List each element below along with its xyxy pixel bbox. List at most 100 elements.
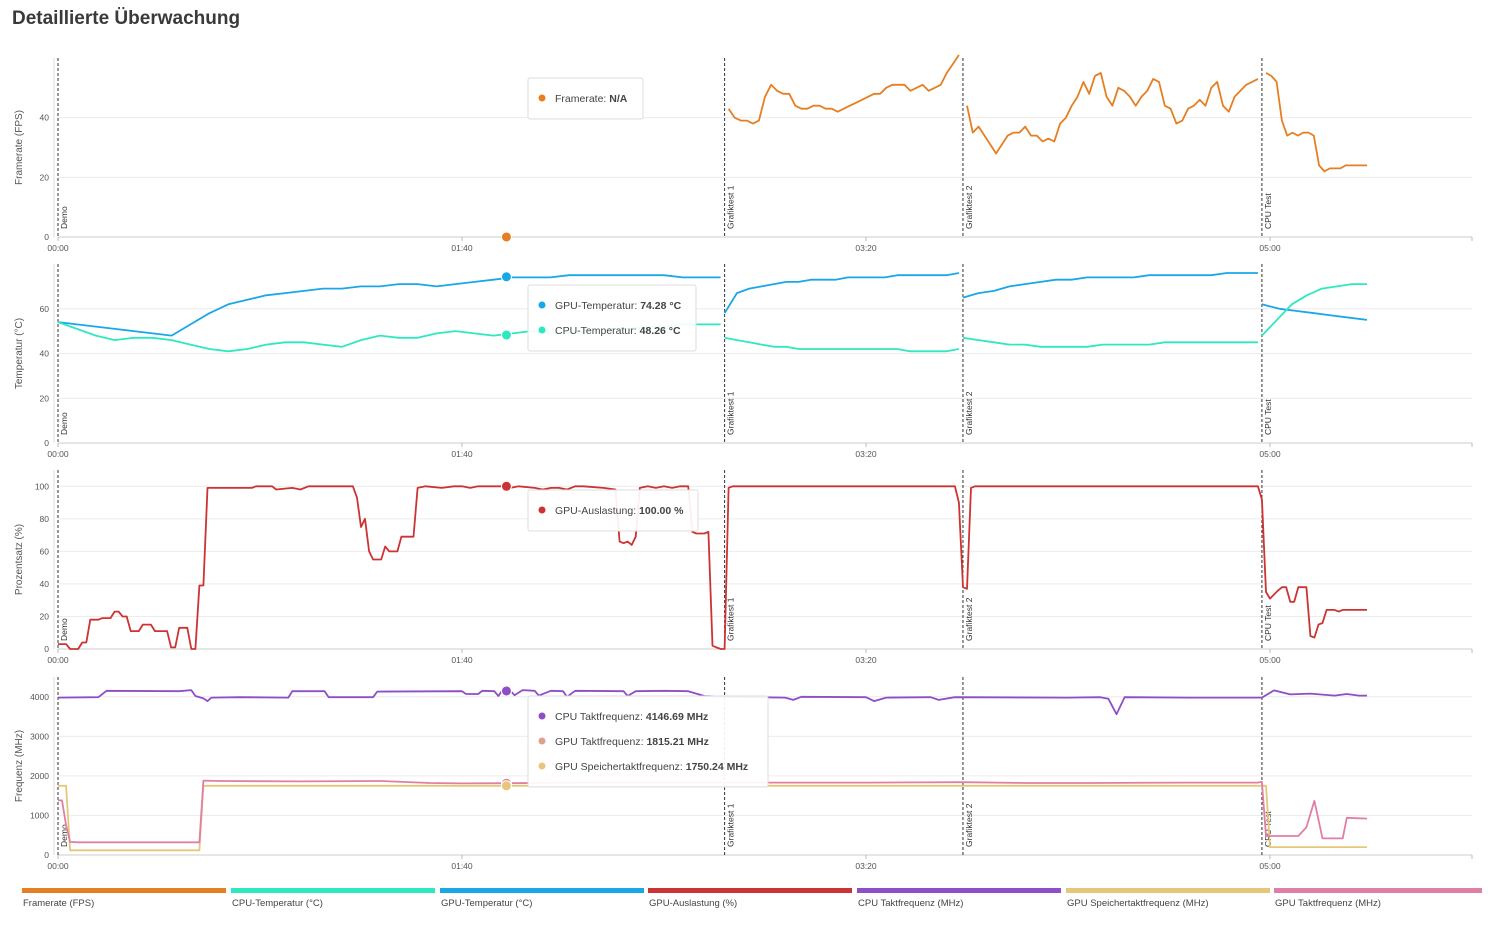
tooltip-entry-label: GPU-Auslastung: <box>555 505 639 517</box>
x-tick-label: 05:00 <box>1259 655 1281 665</box>
tooltip-box <box>527 77 644 120</box>
y-tick-label: 20 <box>40 172 50 182</box>
legend-swatch-cpu-temperature <box>231 888 435 893</box>
tooltip: CPU Taktfrequenz: 4146.69 MHz GPU Taktfre… <box>527 695 769 788</box>
y-axis-label: Temperatur (°C) <box>14 318 25 389</box>
section-marker-label: CPU Test <box>1263 399 1273 435</box>
chart-panel-1: 0 20 40 Framerate (FPS) 00:00 01:40 03:20 05:00… <box>14 54 1473 253</box>
x-tick-label: 01:40 <box>451 655 473 665</box>
hover-point[interactable] <box>500 480 512 492</box>
legend-label-gpu-temperature: GPU-Temperatur (°C) <box>441 898 533 909</box>
tooltip-entry-value: 4146.69 MHz <box>646 711 708 723</box>
hover-point[interactable] <box>500 329 512 341</box>
tooltip-entry-value: 74.28 °C <box>640 300 681 312</box>
section-marker-label: Demo <box>59 206 69 229</box>
x-tick-label: 05:00 <box>1259 243 1281 253</box>
legend-swatch-gpu-temperature <box>440 888 644 893</box>
hover-point[interactable] <box>500 231 512 243</box>
tooltip-swatch <box>538 506 546 514</box>
series-line <box>58 784 1367 852</box>
series-line <box>962 272 1258 299</box>
x-tick-label: 05:00 <box>1259 861 1281 871</box>
tooltip: GPU-Auslastung: 100.00 % <box>527 489 699 532</box>
section-marker-label: Grafiktest 1 <box>726 803 736 847</box>
section-marker-label: Grafiktest 1 <box>726 391 736 435</box>
section-marker-label: Demo <box>59 412 69 435</box>
legend-swatch-gpu-clock <box>1274 888 1482 893</box>
x-tick-label: 00:00 <box>47 449 69 459</box>
legend-swatch-framerate <box>22 888 226 893</box>
chart-panel-4: 0 1000 2000 3000 4000 Frequenz (MHz) 00:00 01:4… <box>14 677 1473 871</box>
legend-item-cpu-temperature[interactable]: CPU-Temperatur (°C) <box>231 888 436 918</box>
series-line <box>57 689 1367 716</box>
y-tick-label: 40 <box>40 349 50 359</box>
series-line <box>58 779 1368 844</box>
series-line <box>724 336 960 353</box>
tooltip-entry-value: 1750.24 MHz <box>686 761 748 773</box>
hover-point[interactable] <box>500 780 512 792</box>
y-tick-label: 20 <box>40 393 50 403</box>
series-line <box>966 72 1259 155</box>
x-tick-label: 05:00 <box>1259 449 1281 459</box>
section-marker-label: Grafiktest 2 <box>964 803 974 847</box>
legend-item-cpu-clock[interactable]: CPU Taktfrequenz (MHz) <box>857 888 1062 918</box>
legend-item-framerate[interactable]: Framerate (FPS) <box>22 888 227 918</box>
legend-label-cpu-clock: CPU Taktfrequenz (MHz) <box>858 898 964 909</box>
y-tick-label: 3000 <box>30 731 49 741</box>
y-tick-label: 0 <box>44 850 49 860</box>
y-axis-label: Prozentsatz (%) <box>14 524 25 595</box>
series-line <box>57 274 721 337</box>
tooltip: Framerate: N/A <box>527 77 644 120</box>
charts-area: 0 20 40 Framerate (FPS) 00:00 01:40 03:20 05:00… <box>14 54 1473 871</box>
section-marker-label: CPU Test <box>1263 605 1273 641</box>
tooltip-entry: Framerate: N/A <box>555 93 628 105</box>
tooltip-entry: GPU Speichertaktfrequenz: 1750.24 MHz <box>555 761 748 773</box>
y-tick-label: 20 <box>40 611 50 621</box>
tooltip-box <box>527 695 769 788</box>
series-line <box>723 272 960 314</box>
tooltip-entry-label: GPU Taktfrequenz: <box>555 736 646 748</box>
legend-item-gpu-clock[interactable]: GPU Taktfrequenz (MHz) <box>1274 888 1482 918</box>
series-gpu-auslastung <box>58 485 1367 650</box>
chart-panel-3: 0 20 40 60 80 100 Prozentsatz (%) 00:00 01:40 03:… <box>14 470 1473 665</box>
y-tick-label: 0 <box>44 438 49 448</box>
series-line <box>727 54 960 125</box>
legend-swatch-gpu-memory-clock <box>1066 888 1270 893</box>
legend-item-gpu-memory-clock[interactable]: GPU Speichertaktfrequenz (MHz) <box>1066 888 1271 918</box>
legend-item-gpu-temperature[interactable]: GPU-Temperatur (°C) <box>440 888 645 918</box>
tooltip-entry: GPU-Temperatur: 74.28 °C <box>555 300 682 312</box>
legend-label-gpu-memory-clock: GPU Speichertaktfrequenz (MHz) <box>1067 898 1209 909</box>
tooltip-entry-label: Framerate: <box>555 93 609 105</box>
x-tick-label: 00:00 <box>47 655 69 665</box>
tooltip-entry: GPU-Auslastung: 100.00 % <box>555 505 684 517</box>
x-tick-label: 03:20 <box>855 861 877 871</box>
legend-label-cpu-temperature: CPU-Temperatur (°C) <box>232 898 323 909</box>
hover-point[interactable] <box>500 685 512 697</box>
series-line <box>58 485 1367 650</box>
hover-point[interactable] <box>500 271 512 283</box>
section-marker-label: Grafiktest 1 <box>726 185 736 229</box>
x-tick-label: 03:20 <box>855 243 877 253</box>
section-marker-label: Grafiktest 1 <box>726 597 736 641</box>
y-tick-label: 40 <box>40 113 50 123</box>
legend-item-gpu-load[interactable]: GPU-Auslastung (%) <box>648 888 853 918</box>
series-cpu-temperatur-c <box>57 283 1367 353</box>
section-marker-label: Demo <box>59 824 69 847</box>
tooltip-entry-label: CPU Taktfrequenz: <box>555 711 646 723</box>
x-tick-label: 03:20 <box>855 449 877 459</box>
y-axis-label: Framerate (FPS) <box>14 110 25 185</box>
tooltip-entry-label: GPU Speichertaktfrequenz: <box>555 761 686 773</box>
page-title: Detaillierte Überwachung <box>12 8 241 29</box>
legend-label-gpu-load: GPU-Auslastung (%) <box>649 898 738 909</box>
tooltip-entry: CPU Taktfrequenz: 4146.69 MHz <box>555 711 708 723</box>
series-gpu-speichertaktfrequenz-mhz <box>58 784 1367 852</box>
series-line <box>1261 283 1367 337</box>
x-tick-label: 01:40 <box>451 243 473 253</box>
y-tick-label: 0 <box>44 232 49 242</box>
y-tick-label: 4000 <box>30 692 49 702</box>
tooltip-swatch <box>538 737 546 745</box>
chart-legend: Framerate (FPS) CPU-Temperatur (°C) GPU-… <box>22 888 1484 918</box>
tooltip-swatch <box>538 326 546 334</box>
x-tick-label: 01:40 <box>451 449 473 459</box>
y-tick-label: 0 <box>44 644 49 654</box>
